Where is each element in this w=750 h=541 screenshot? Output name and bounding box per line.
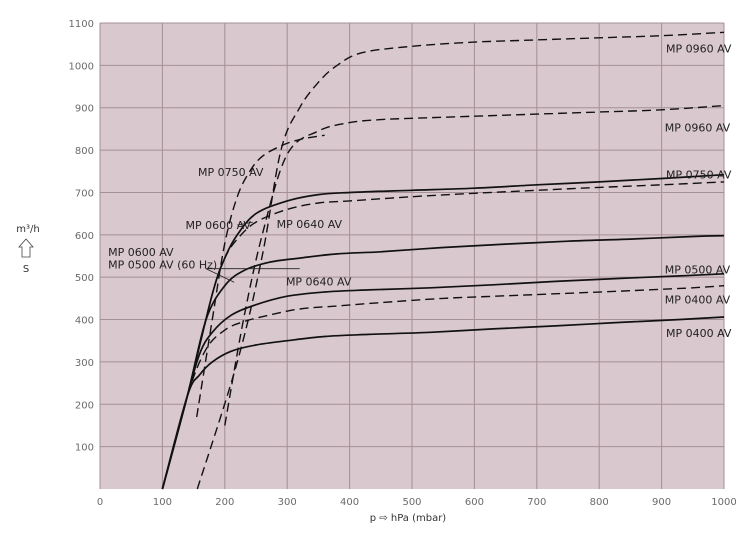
y-axis-arrow-icon — [18, 238, 34, 258]
x-tick-label: 0 — [97, 497, 103, 508]
curve-labels: MP 0960 AV MP 0960 AV MP 0750 AV MP 0500 AV… — [108, 42, 732, 340]
y-tick-label: 1100 — [69, 19, 94, 30]
x-tick-label: 500 — [402, 497, 421, 508]
y-tick-label: 900 — [75, 104, 94, 115]
series-group — [161, 31, 725, 490]
curve-label-a8: MP 0600 AV — [185, 219, 251, 232]
series-line-mp-0400-av-solid — [161, 316, 725, 490]
curve-label-a5: MP 0400 AV — [665, 294, 731, 307]
y-tick-label: 300 — [75, 358, 94, 369]
x-tick-label: 900 — [652, 497, 671, 508]
x-axis-label: p ⇨ hPa (mbar) — [370, 513, 447, 524]
series-line-mp-0600-av-solid — [161, 234, 725, 490]
x-tick-label: 600 — [465, 497, 484, 508]
curve-label-a6: MP 0400 AV — [666, 327, 732, 340]
curve-label-a9: MP 0640 AV — [277, 218, 343, 231]
x-tick-label: 800 — [590, 497, 609, 508]
curve-label-a11: MP 0500 AV (60 Hz) — [108, 258, 217, 271]
y-tick-label: 200 — [75, 400, 94, 411]
y-tick-label: 700 — [75, 188, 94, 199]
tick-labels: 0 100 200 300 400 500 600 700 800 900 1000 100 200 30… — [69, 19, 737, 508]
leader-line — [205, 268, 235, 283]
y-tick-label: 100 — [75, 443, 94, 454]
x-tick-label: 700 — [527, 497, 546, 508]
y-tick-label: 800 — [75, 146, 94, 157]
y-tick-label: 600 — [75, 231, 94, 242]
curve-label-a10: MP 0600 AV — [108, 246, 174, 259]
y-axis-label: m³/h — [16, 224, 39, 235]
x-tick-label: 1000 — [711, 497, 736, 508]
series-line-mp-0750-av-dashed — [196, 134, 325, 418]
curve-label-a4: MP 0500 AV — [665, 264, 731, 277]
series-line-mp-0960-av-dashed — [196, 31, 725, 490]
curve-label-a3: MP 0750 AV — [666, 169, 732, 182]
curve-label-a2: MP 0960 AV — [665, 122, 731, 135]
series-line-mp-0500-av-solid — [161, 272, 725, 490]
curve-label-a12: MP 0640 AV — [286, 275, 352, 288]
leader-line — [237, 221, 253, 226]
series-line-mp-0640-av-dashed — [161, 181, 725, 490]
y-tick-label: 1000 — [69, 61, 94, 72]
y-axis-symbol: S — [23, 264, 29, 275]
y-tick-label: 500 — [75, 273, 94, 284]
leader-lines — [205, 221, 300, 283]
x-tick-label: 400 — [340, 497, 359, 508]
x-tick-label: 300 — [278, 497, 297, 508]
series-line-mp-0960-av-dashed — [224, 104, 725, 426]
y-tick-label: 400 — [75, 316, 94, 327]
curve-label-a1: MP 0960 AV — [666, 42, 732, 55]
series-line-mp-0400-av-dashed — [161, 285, 725, 490]
curve-label-a7: MP 0750 AV — [198, 166, 264, 179]
x-tick-label: 200 — [215, 497, 234, 508]
grid — [99, 22, 725, 489]
x-tick-label: 100 — [153, 497, 172, 508]
